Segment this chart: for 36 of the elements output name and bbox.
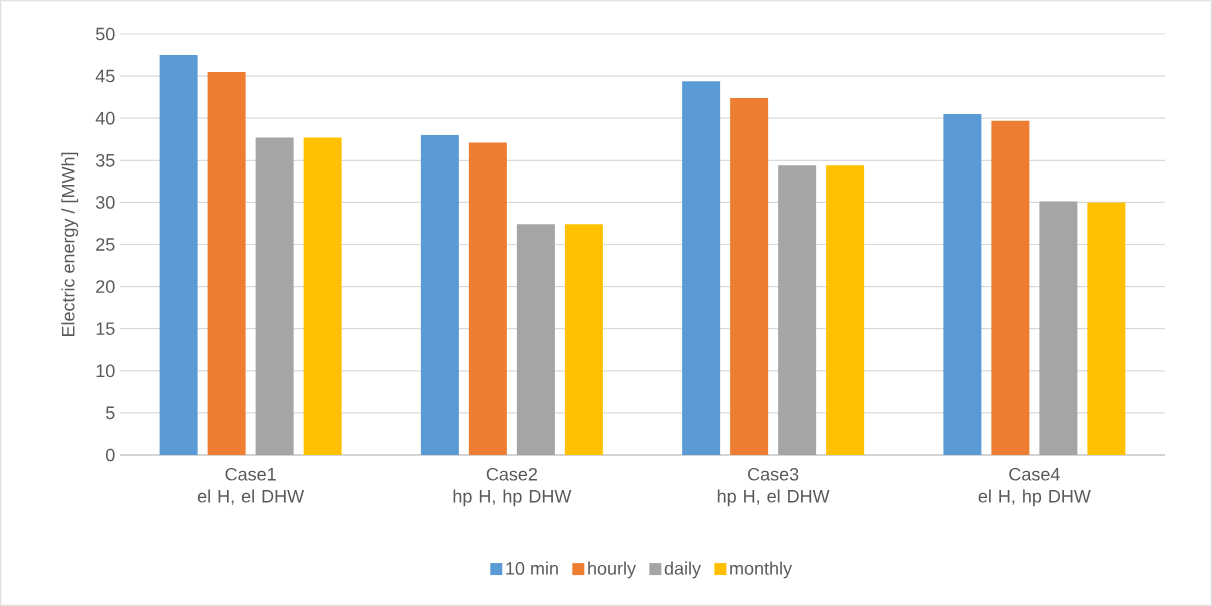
y-tick-label: 5	[105, 406, 115, 420]
bar	[207, 71, 246, 455]
y-tick-label: 20	[96, 280, 115, 293]
bar	[1039, 201, 1078, 455]
x-tick-label: Case3 hp H, el DHW	[717, 467, 830, 507]
y-tick-label: 10	[96, 364, 115, 378]
y-tick-label: 35	[95, 153, 115, 167]
y-tick-label: 50	[95, 27, 115, 41]
x-tick-label: Case4 el H, hp DHW	[978, 467, 1091, 507]
y-axis-title: Electric energy / [MWh]	[61, 152, 79, 337]
y-tick-label: 0	[105, 448, 115, 462]
bar	[564, 224, 603, 455]
bar	[255, 137, 294, 455]
bar	[682, 81, 721, 455]
bar	[159, 55, 198, 455]
bar	[778, 165, 817, 455]
y-tick-label: 15	[96, 322, 115, 335]
y-tick-label: 25	[96, 238, 115, 251]
bar	[1087, 202, 1126, 455]
bar	[516, 224, 555, 455]
y-tick-label: 40	[95, 111, 115, 125]
x-tick-label: Case1 el H, el DHW	[197, 467, 305, 505]
legend-label: daily	[664, 561, 701, 579]
y-tick-label: 30	[95, 196, 115, 209]
bar	[303, 137, 342, 455]
bar	[991, 120, 1030, 455]
bar	[468, 142, 507, 455]
bar	[730, 97, 769, 455]
x-tick-label: Case2 hp H, hp DHW	[453, 467, 572, 507]
y-tick-label: 45	[95, 69, 115, 83]
legend-label: monthly	[730, 561, 793, 579]
legend-label: 10 min	[506, 561, 558, 575]
bar	[826, 165, 865, 455]
bar	[420, 135, 459, 455]
legend-label: hourly	[588, 561, 636, 579]
bar	[943, 113, 982, 455]
